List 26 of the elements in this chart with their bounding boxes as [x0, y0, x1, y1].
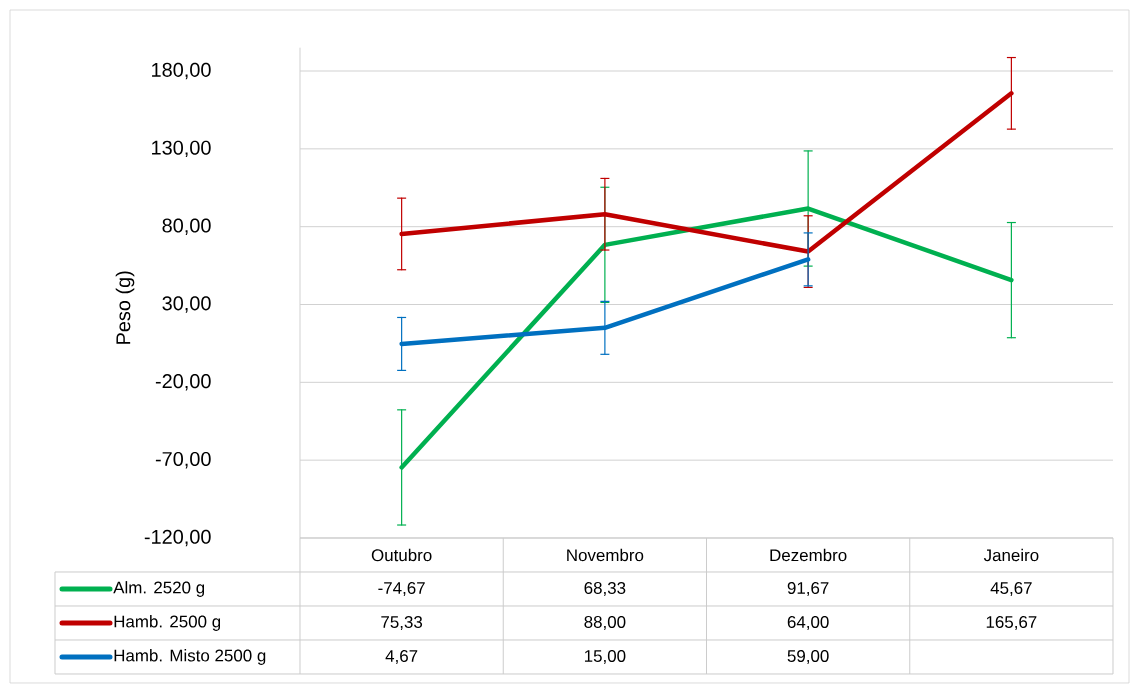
- y-tick-label: -20,00: [155, 374, 211, 391]
- y-axis-title: Peso (g): [115, 271, 135, 344]
- legend-label: Alm. 2520 g: [113, 581, 205, 597]
- y-tick-label: 30,00: [162, 296, 211, 313]
- x-tick-label: Outubro: [371, 548, 432, 562]
- legend-label: Hamb. Misto 2500 g: [114, 649, 266, 665]
- y-tick-label: -120,00: [144, 529, 211, 547]
- data-label: 45,67: [990, 581, 1032, 596]
- data-label: -74,67: [378, 581, 425, 596]
- data-label: 91,67: [787, 581, 829, 596]
- data-label: 68,33: [584, 581, 626, 596]
- x-tick-label: Dezembro: [770, 548, 847, 562]
- data-label: 75,33: [381, 615, 423, 630]
- y-tick-label: -70,00: [155, 451, 211, 469]
- data-label: 165,67: [986, 615, 1037, 630]
- data-label: 64,00: [787, 615, 829, 630]
- data-label: 59,00: [787, 649, 829, 664]
- x-tick-label: Janeiro: [983, 548, 1039, 562]
- data-label: 88,00: [584, 615, 626, 630]
- y-tick-label: 130,00: [152, 140, 211, 158]
- y-tick-label: 80,00: [162, 218, 211, 235]
- y-tick-label: 180,00: [152, 62, 211, 80]
- data-label: 4,67: [385, 649, 418, 664]
- data-label: 15,00: [584, 649, 626, 664]
- legend-label: Hamb. 2500 g: [114, 615, 221, 631]
- x-tick-label: Novembro: [567, 548, 644, 562]
